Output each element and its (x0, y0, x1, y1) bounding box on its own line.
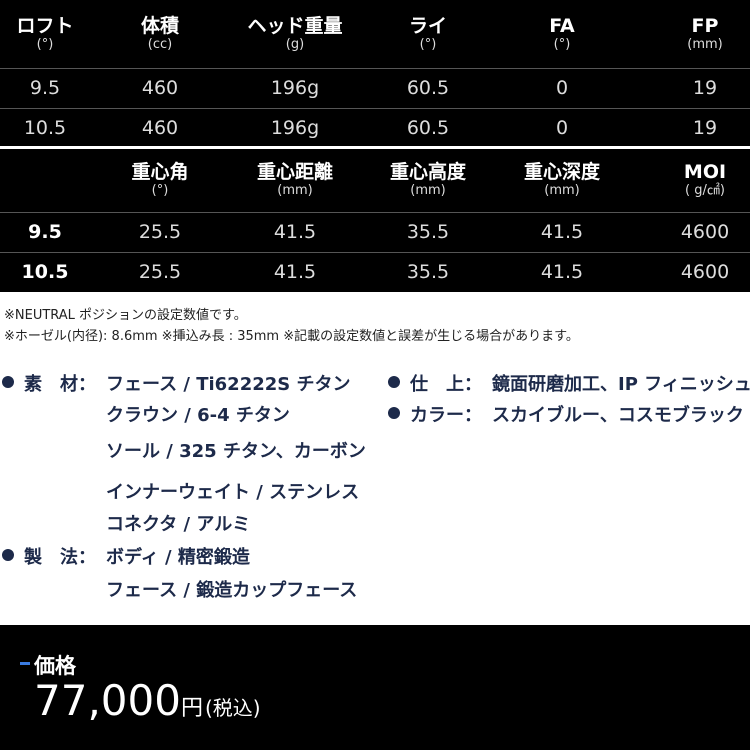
table-cell: 19 (692, 77, 718, 99)
price-tax: (税込) (204, 696, 261, 720)
bullet (2, 549, 14, 561)
spec-item: フェース / Ti62222S チタン (106, 374, 351, 395)
table-cell: 19 (692, 117, 718, 139)
column-unit: (mm) (687, 37, 723, 52)
price: 77,000円 (税込) (34, 676, 261, 725)
column-unit: (mm) (544, 183, 580, 198)
spec-label: 素 材： (24, 374, 96, 395)
column-unit: ( g/㎠) (685, 183, 725, 198)
column-header: 重心角 (131, 161, 189, 183)
price-bg (0, 625, 750, 750)
spec-label: カラー： (410, 405, 482, 426)
spec-label: 仕 上： (410, 374, 482, 395)
column-header: FP (691, 15, 719, 37)
table-cell: 41.5 (540, 261, 584, 283)
row-divider (0, 108, 750, 109)
table-cell: 41.5 (540, 221, 584, 243)
table-cell: 10.5 (23, 117, 67, 139)
column-header: FA (549, 15, 575, 37)
column-unit: (mm) (277, 183, 313, 198)
price-amount: 77,000 (34, 676, 181, 725)
spec-item: インナーウェイト / ステンレス (106, 482, 360, 503)
table-cell: 4600 (680, 261, 730, 283)
spec-item: ソール / 325 チタン、カーボン (106, 441, 366, 462)
column-unit: (°) (419, 37, 437, 52)
table-cell: 35.5 (406, 221, 450, 243)
price-label: 価格 (34, 654, 76, 678)
price-dash (20, 662, 30, 665)
spec-label: 製 法： (24, 547, 96, 568)
table-cell: 9.5 (28, 221, 62, 243)
row-divider (0, 212, 750, 213)
bullet (388, 376, 400, 388)
table-cell: 60.5 (406, 77, 450, 99)
column-header: ロフト (16, 15, 74, 37)
table-cell: 460 (141, 117, 179, 139)
table-cell: 35.5 (406, 261, 450, 283)
column-header: 重心高度 (389, 161, 467, 183)
spec-item: 鏡面研磨加工、IP フィニッシュ (492, 374, 750, 395)
column-unit: (g) (285, 37, 305, 52)
column-header: MOI (683, 161, 727, 183)
bullet (2, 376, 14, 388)
column-unit: (mm) (410, 183, 446, 198)
table-cell: 41.5 (273, 261, 317, 283)
spec-item: フェース / 鍛造カップフェース (106, 580, 358, 601)
table-cell: 60.5 (406, 117, 450, 139)
table-cell: 25.5 (138, 221, 182, 243)
table-cell: 460 (141, 77, 179, 99)
note: ※NEUTRAL ポジションの設定数値です。 (4, 308, 247, 323)
note: ※ホーゼル(内径): 8.6mm ※挿込み長 : 35mm ※記載の設定数値と誤… (4, 329, 579, 344)
table-cell: 4600 (680, 221, 730, 243)
table-cell: 196g (270, 117, 320, 139)
column-header: 重心深度 (523, 161, 601, 183)
table-cell: 10.5 (21, 261, 69, 283)
table-cell: 0 (555, 77, 569, 99)
table-cell: 9.5 (29, 77, 61, 99)
spec-item: コネクタ / アルミ (106, 514, 251, 535)
column-unit: (°) (151, 183, 169, 198)
table-cell: 0 (555, 117, 569, 139)
column-header: ヘッド重量 (247, 15, 343, 37)
table-gap (0, 146, 750, 149)
column-header: ライ (408, 15, 448, 37)
row-divider (0, 68, 750, 69)
price-unit: 円 (180, 696, 203, 721)
bullet (388, 407, 400, 419)
column-header: 体積 (140, 15, 180, 37)
row-divider (0, 252, 750, 253)
column-unit: (cc) (147, 37, 173, 52)
table-cell: 41.5 (273, 221, 317, 243)
table-cell: 25.5 (138, 261, 182, 283)
table-cell: 196g (270, 77, 320, 99)
spec-item: クラウン / 6-4 チタン (106, 405, 290, 426)
spec-item: ボディ / 精密鍛造 (106, 547, 250, 568)
spec-item: スカイブルー、コスモブラック (492, 405, 744, 426)
column-unit: (°) (36, 37, 54, 52)
column-unit: (°) (553, 37, 571, 52)
column-header: 重心距離 (256, 161, 334, 183)
